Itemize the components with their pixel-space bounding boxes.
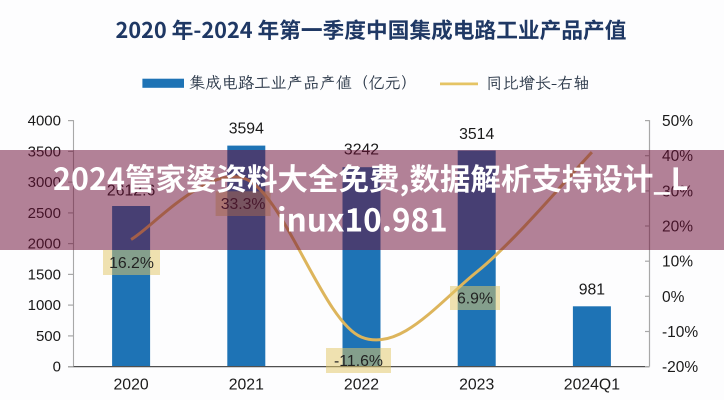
svg-text:981: 981 [579, 282, 606, 299]
svg-text:2023: 2023 [459, 377, 494, 394]
svg-text:-11.6%: -11.6% [334, 353, 383, 370]
svg-text:2020: 2020 [114, 377, 149, 394]
svg-text:0%: 0% [662, 289, 685, 306]
svg-text:3594: 3594 [229, 121, 264, 138]
svg-text:10%: 10% [662, 254, 693, 271]
svg-text:500: 500 [36, 328, 61, 345]
svg-text:2021: 2021 [229, 377, 264, 394]
svg-text:50%: 50% [662, 113, 693, 130]
svg-text:1000: 1000 [28, 297, 61, 314]
svg-text:-20%: -20% [662, 359, 698, 376]
svg-text:1500: 1500 [28, 266, 61, 283]
svg-text:2024Q1: 2024Q1 [564, 377, 620, 394]
svg-text:0: 0 [53, 359, 61, 376]
svg-text:4000: 4000 [28, 113, 61, 130]
svg-text:3514: 3514 [459, 126, 494, 143]
svg-text:2022: 2022 [344, 377, 379, 394]
svg-text:6.9%: 6.9% [457, 291, 493, 308]
svg-text:-10%: -10% [662, 324, 698, 341]
svg-text:16.2%: 16.2% [109, 255, 154, 272]
